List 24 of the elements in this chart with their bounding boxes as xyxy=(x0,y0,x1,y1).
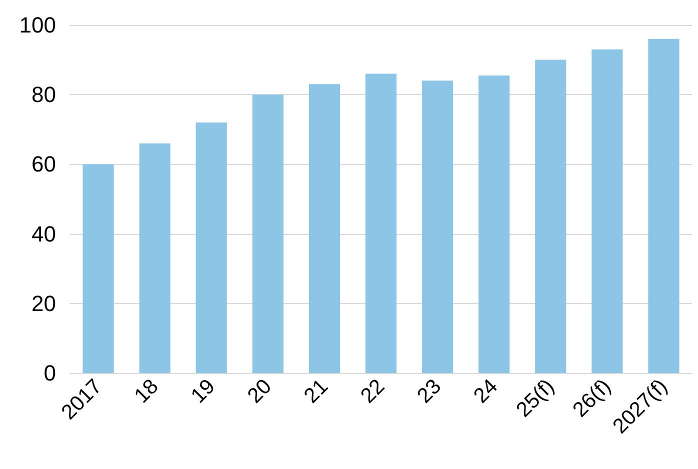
x-tick-label: 24 xyxy=(469,374,502,408)
bar xyxy=(478,75,510,373)
y-tick-label: 20 xyxy=(32,290,56,316)
y-tick-label: 60 xyxy=(32,152,56,177)
bar xyxy=(252,94,284,373)
bar xyxy=(592,49,623,373)
x-tick-label: 20 xyxy=(243,374,276,408)
x-tick-label: 19 xyxy=(186,374,220,408)
bar xyxy=(196,122,227,373)
x-tick-label: 22 xyxy=(356,374,390,408)
bar xyxy=(308,84,340,373)
y-tick-label: 0 xyxy=(44,360,56,386)
y-tick-label: 100 xyxy=(19,12,56,38)
bar xyxy=(535,60,566,373)
y-tick-label: 40 xyxy=(32,221,56,246)
bar xyxy=(82,164,114,373)
bar xyxy=(139,143,170,373)
x-tick-label: 23 xyxy=(412,374,446,408)
bar xyxy=(422,80,454,373)
x-tick-label: 18 xyxy=(130,374,163,408)
x-tick-label: 21 xyxy=(300,374,333,408)
bar xyxy=(365,74,397,373)
y-tick-label: 80 xyxy=(32,82,56,108)
bar xyxy=(648,38,680,373)
